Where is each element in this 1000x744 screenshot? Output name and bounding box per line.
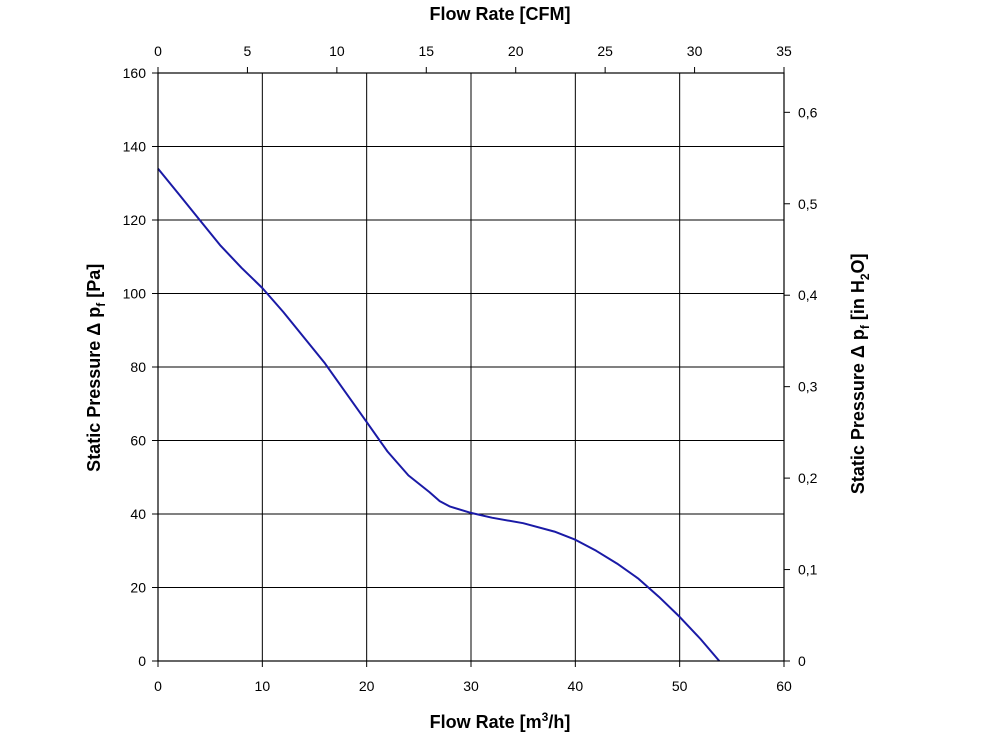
y-left-tick-label: 20 bbox=[130, 580, 146, 596]
pressure-flow-curve bbox=[157, 167, 721, 662]
curve-layer bbox=[157, 167, 721, 662]
x-top-tick-label: 0 bbox=[154, 43, 162, 59]
x-top-tick-label: 5 bbox=[244, 43, 252, 59]
x-top-tick-label: 20 bbox=[508, 43, 524, 59]
y-right-tick-label: 0,6 bbox=[798, 104, 818, 120]
x-top-tick-label: 15 bbox=[418, 43, 434, 59]
x-bottom-tick-label: 20 bbox=[359, 678, 375, 694]
x-top-tick-label: 10 bbox=[329, 43, 345, 59]
tick-layer: 0 10 20 30 40 50 60 0 5 10 15 20 25 30 35 0 20 40 60 80 100 1… bbox=[123, 43, 818, 694]
y-right-tick-label: 0,3 bbox=[798, 379, 818, 395]
y-left-tick-label: 120 bbox=[123, 212, 147, 228]
bottom-axis-title: Flow Rate [m3/h] bbox=[0, 710, 1000, 733]
x-bottom-tick-label: 60 bbox=[776, 678, 792, 694]
y-right-tick-label: 0,4 bbox=[798, 287, 818, 303]
y-right-tick-label: 0,2 bbox=[798, 470, 818, 486]
y-left-tick-label: 0 bbox=[138, 653, 146, 669]
y-left-tick-label: 160 bbox=[123, 65, 147, 81]
x-top-tick-label: 25 bbox=[597, 43, 613, 59]
grid-lines bbox=[157, 72, 785, 662]
x-bottom-tick-label: 0 bbox=[154, 678, 162, 694]
y-left-tick-label: 140 bbox=[123, 139, 147, 155]
y-left-tick-label: 40 bbox=[130, 506, 146, 522]
x-bottom-tick-label: 10 bbox=[255, 678, 271, 694]
y-left-tick-label: 100 bbox=[123, 286, 147, 302]
y-right-tick-label: 0,1 bbox=[798, 562, 818, 578]
x-top-tick-label: 35 bbox=[776, 43, 792, 59]
top-axis-title: Flow Rate [CFM] bbox=[0, 4, 1000, 25]
bottom-axis-title-suffix: /h] bbox=[548, 712, 571, 732]
x-top-tick-label: 30 bbox=[687, 43, 703, 59]
y-left-tick-label: 60 bbox=[130, 433, 146, 449]
x-bottom-tick-label: 30 bbox=[463, 678, 479, 694]
y-right-tick-label: 0,5 bbox=[798, 196, 818, 212]
y-right-tick-label: 0 bbox=[798, 653, 806, 669]
x-bottom-tick-label: 40 bbox=[568, 678, 584, 694]
bottom-axis-title-sup: 3 bbox=[541, 710, 549, 724]
bottom-axis-title-prefix: Flow Rate [m bbox=[429, 712, 542, 732]
x-bottom-tick-label: 50 bbox=[672, 678, 688, 694]
top-axis-title-text: Flow Rate [CFM] bbox=[429, 4, 571, 24]
y-left-tick-label: 80 bbox=[130, 359, 146, 375]
